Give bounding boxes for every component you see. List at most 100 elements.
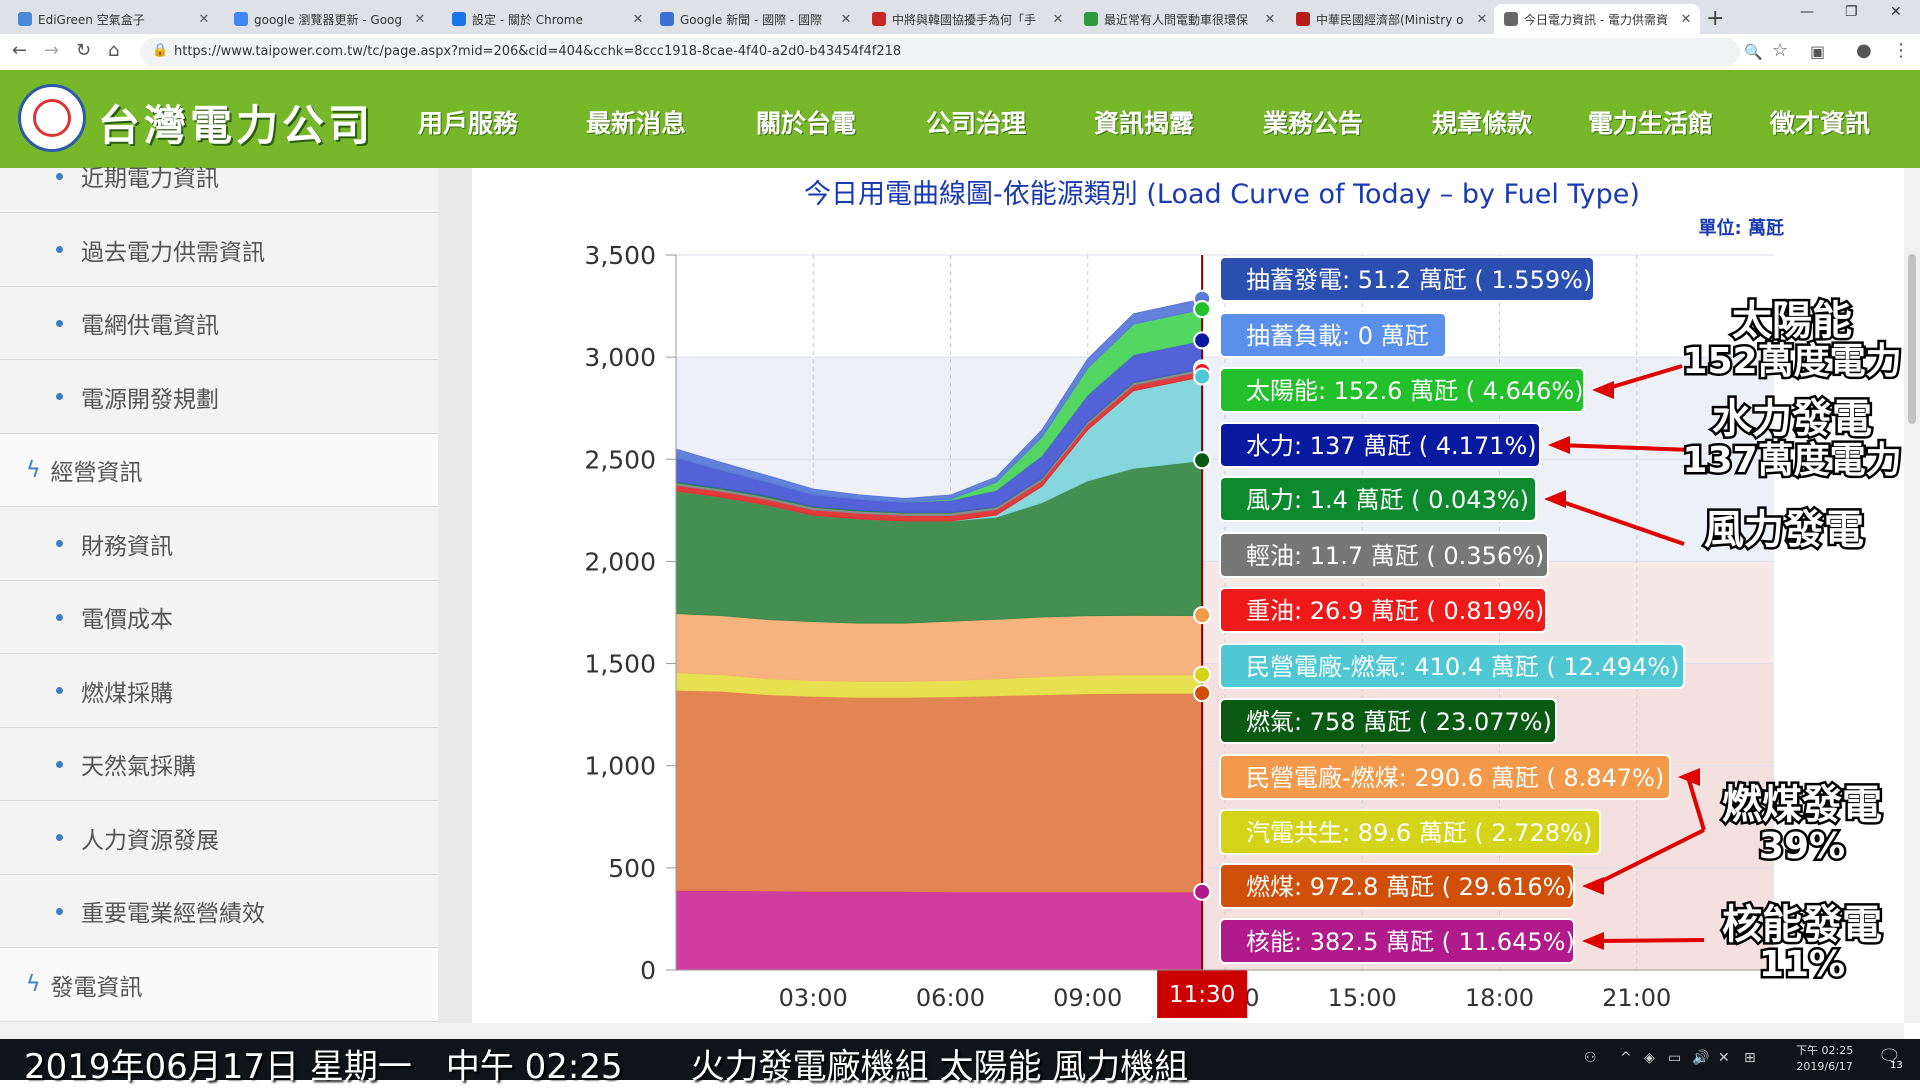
- volume-icon[interactable]: 🔊: [1692, 1050, 1710, 1066]
- browser-tab[interactable]: Google 新聞 - 國際 - 國際 ✕: [650, 4, 860, 34]
- browser-tab[interactable]: 最近常有人問電動車很環保 ✕: [1074, 4, 1284, 34]
- tooltip-row-text: 核能: 382.5 萬瓩 ( 11.645%): [1246, 928, 1575, 956]
- bullet-icon: [56, 834, 63, 841]
- menu-item[interactable]: 業務公告: [1263, 109, 1364, 138]
- sidebar-item[interactable]: 重要電業經營績效: [0, 875, 438, 948]
- clock-widget-icon[interactable]: ⊞: [1744, 1050, 1756, 1066]
- y-tick-label: 500: [608, 854, 656, 883]
- vertical-scrollbar[interactable]: [1904, 168, 1920, 1023]
- network-icon[interactable]: ▭: [1668, 1050, 1682, 1066]
- notification-count: 13: [1890, 1060, 1903, 1071]
- area-series-0: [675, 889, 1203, 971]
- sidebar-item-label: 財務資訊: [81, 533, 173, 560]
- forward-icon[interactable]: →: [44, 40, 60, 61]
- taskbar-clock[interactable]: 下午 02:25 2019/6/17: [1796, 1043, 1853, 1075]
- sidebar-item[interactable]: 近期電力資訊: [0, 140, 438, 213]
- tab-close-icon[interactable]: ✕: [1476, 11, 1488, 27]
- x-tick-label: 09:00: [1053, 984, 1122, 1012]
- zoom-icon[interactable]: 🔍: [1744, 43, 1763, 61]
- sidebar-section[interactable]: ϟ 經營資訊: [0, 434, 438, 507]
- bullet-icon: [56, 172, 63, 180]
- security-icon[interactable]: ◈: [1644, 1050, 1655, 1066]
- menu-item[interactable]: 用戶服務: [418, 109, 519, 138]
- tooltip-dot: [1193, 665, 1212, 684]
- bullet-icon: [56, 687, 63, 694]
- url-text[interactable]: https://www.taipower.com.tw/tc/page.aspx…: [174, 44, 902, 59]
- bullet-icon: [56, 319, 63, 327]
- bookmark-star-icon[interactable]: ☆: [1772, 40, 1789, 61]
- sidebar-item[interactable]: 電源開發規劃: [0, 361, 438, 434]
- sidebar-item[interactable]: 電網供電資訊: [0, 287, 438, 360]
- menu-item[interactable]: 規章條款: [1432, 109, 1533, 138]
- reload-icon[interactable]: ↻: [76, 40, 92, 61]
- tab-close-icon[interactable]: ✕: [1052, 11, 1064, 27]
- tooltip-row-text: 重油: 26.9 萬瓩 ( 0.819%): [1246, 597, 1544, 625]
- people-icon[interactable]: ⚇: [1584, 1050, 1597, 1066]
- favicon-icon: [872, 12, 886, 26]
- brand-name[interactable]: 台灣電力公司: [98, 101, 375, 150]
- sidebar-item[interactable]: 電價成本: [0, 581, 438, 654]
- tray-chevron-icon[interactable]: ^: [1620, 1050, 1632, 1066]
- sidebar-section[interactable]: ϟ 發電資訊: [0, 948, 438, 1022]
- browser-tab[interactable]: 中將與韓國協擾手為何「手 ✕: [862, 4, 1072, 34]
- tab-close-icon[interactable]: ✕: [414, 11, 426, 27]
- y-tick-label: 3,000: [584, 343, 656, 372]
- restore-icon[interactable]: ❐: [1845, 4, 1858, 20]
- tab-close-icon[interactable]: ✕: [1264, 11, 1276, 27]
- browser-tab[interactable]: 中華民國經濟部(Ministry o ✕: [1286, 4, 1496, 34]
- tooltip-row-box: [1219, 698, 1557, 744]
- tab-close-icon[interactable]: ✕: [632, 11, 644, 27]
- menu-item[interactable]: 最新消息: [586, 109, 687, 138]
- x-tick-label: 03:00: [779, 984, 848, 1012]
- browser-tab[interactable]: 今日電力資訊 - 電力供需資 ✕: [1494, 4, 1700, 34]
- annotation-text: 水力發電: [1712, 396, 1872, 442]
- tab-close-icon[interactable]: ✕: [840, 11, 852, 27]
- favicon-icon: [234, 12, 248, 26]
- y-tick-label: 2,500: [584, 445, 656, 474]
- close-window-icon[interactable]: ✕: [1890, 4, 1902, 20]
- ime-icon[interactable]: ✕: [1718, 1050, 1730, 1066]
- extension-icon[interactable]: ▣: [1810, 42, 1826, 61]
- sidebar-item[interactable]: 燃煤採購: [0, 655, 438, 728]
- tooltip-row-box: [1219, 532, 1549, 578]
- tab-title: 最近常有人問電動車很環保: [1104, 12, 1249, 27]
- home-icon[interactable]: ⌂: [108, 40, 120, 61]
- menu-item[interactable]: 電力生活館: [1588, 109, 1714, 138]
- browser-tab-strip: EdiGreen 空氣盒子 ✕ google 瀏覽器更新 - Goog ✕ 設定 - 關…: [0, 0, 1920, 34]
- address-bar[interactable]: 🔒 https://www.taipower.com.tw/tc/page.as…: [140, 38, 1740, 66]
- back-icon[interactable]: ←: [12, 40, 28, 61]
- tab-title: Google 新聞 - 國際 - 國際: [680, 12, 823, 27]
- account-icon[interactable]: ●: [1856, 40, 1872, 61]
- sidebar-item[interactable]: 財務資訊: [0, 508, 438, 581]
- annotation-arrow: [1591, 938, 1705, 943]
- annotation-arrow: [1557, 443, 1693, 452]
- menu-item[interactable]: 徵才資訊: [1770, 109, 1871, 138]
- minimize-icon[interactable]: —: [1800, 4, 1814, 20]
- browser-tab[interactable]: EdiGreen 空氣盒子 ✕: [8, 4, 218, 34]
- tab-close-icon[interactable]: ✕: [1680, 11, 1692, 27]
- browser-tab[interactable]: google 瀏覽器更新 - Goog ✕: [224, 4, 434, 34]
- bullet-icon: [56, 613, 63, 621]
- annotation-arrow: [1591, 828, 1705, 888]
- sidebar-item-label: 電價成本: [81, 607, 173, 633]
- menu-item[interactable]: 公司治理: [926, 109, 1027, 138]
- horizontal-scrollbar[interactable]: [0, 1023, 1904, 1039]
- sidebar-item[interactable]: 過去電力供需資訊: [0, 214, 438, 287]
- new-tab-button[interactable]: +: [1706, 6, 1725, 31]
- annotation-arrowhead: [1548, 436, 1570, 454]
- tab-title: 中華民國經濟部(Ministry o: [1316, 12, 1464, 27]
- tooltip-row-box: [1219, 918, 1575, 964]
- notification-icon[interactable]: 🗨: [1878, 1046, 1901, 1067]
- annotation-arrow: [1601, 364, 1683, 392]
- sidebar-item[interactable]: 人力資源發展: [0, 802, 438, 875]
- scrollbar-thumb[interactable]: [1908, 254, 1916, 424]
- menu-kebab-icon[interactable]: ⋮: [1892, 40, 1910, 61]
- sidebar-item[interactable]: 天然氣採購: [0, 728, 438, 801]
- menu-item[interactable]: 關於台電: [756, 109, 857, 138]
- browser-tab[interactable]: 設定 - 關於 Chrome ✕: [442, 4, 652, 34]
- menu-item[interactable]: 資訊揭露: [1094, 109, 1195, 138]
- taipower-logo-icon[interactable]: [18, 84, 86, 152]
- bullet-icon: [56, 760, 63, 768]
- tab-close-icon[interactable]: ✕: [198, 11, 210, 27]
- tooltip-row-box: [1219, 643, 1685, 689]
